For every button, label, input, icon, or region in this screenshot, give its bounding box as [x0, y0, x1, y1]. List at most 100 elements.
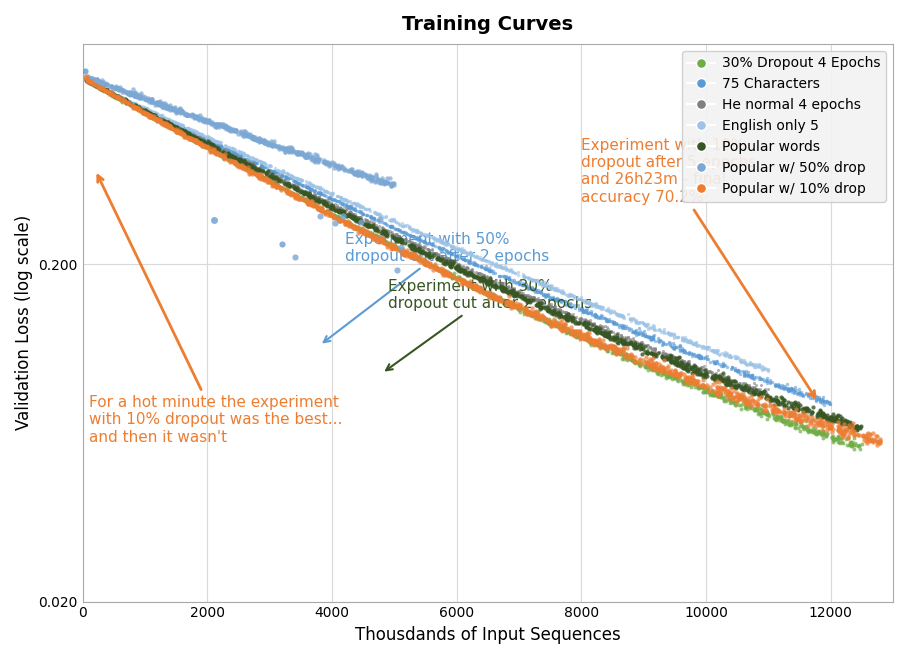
Point — [184, 127, 199, 138]
Point — [535, 309, 549, 320]
Point — [566, 329, 580, 339]
Point — [553, 319, 568, 330]
Point — [311, 192, 325, 202]
Point — [223, 152, 238, 162]
Point — [751, 384, 765, 395]
Point — [250, 169, 264, 179]
Point — [696, 387, 710, 397]
Point — [258, 158, 272, 169]
Point — [301, 196, 316, 207]
Point — [179, 123, 193, 133]
Point — [90, 75, 104, 86]
Point — [232, 161, 247, 171]
Point — [610, 333, 625, 343]
Point — [131, 101, 145, 112]
Point — [474, 254, 489, 265]
Point — [843, 416, 857, 427]
Point — [281, 146, 295, 156]
Point — [531, 312, 546, 322]
Point — [775, 398, 790, 409]
Point — [518, 280, 533, 291]
Point — [374, 236, 389, 246]
Point — [240, 150, 254, 161]
Point — [748, 384, 763, 395]
Point — [723, 388, 737, 399]
Point — [489, 293, 504, 303]
Point — [427, 248, 441, 258]
Point — [265, 179, 280, 189]
Point — [428, 233, 442, 244]
Point — [194, 113, 209, 123]
Point — [218, 119, 232, 130]
Point — [594, 337, 608, 348]
Point — [759, 405, 774, 416]
Point — [149, 114, 163, 125]
Point — [322, 193, 337, 204]
Point — [725, 397, 739, 407]
Point — [742, 397, 756, 408]
Point — [789, 413, 804, 424]
Point — [292, 186, 307, 197]
Point — [109, 90, 123, 101]
Point — [360, 227, 374, 238]
Point — [146, 110, 161, 121]
Point — [294, 175, 309, 186]
Point — [163, 117, 177, 127]
Point — [443, 270, 458, 280]
Point — [338, 216, 352, 227]
Point — [357, 202, 371, 213]
Point — [719, 376, 734, 387]
Point — [831, 432, 845, 442]
Point — [342, 219, 357, 230]
Point — [311, 154, 325, 164]
Point — [172, 127, 186, 138]
Point — [841, 432, 855, 443]
Point — [807, 426, 822, 436]
Point — [305, 185, 320, 195]
Point — [128, 91, 143, 101]
Point — [501, 264, 516, 275]
Point — [489, 293, 503, 304]
Point — [253, 161, 268, 171]
Point — [120, 96, 134, 107]
Point — [492, 293, 507, 303]
Point — [670, 353, 685, 364]
Point — [164, 120, 179, 130]
Point — [257, 173, 271, 183]
Point — [608, 343, 623, 354]
Point — [670, 372, 685, 383]
Point — [484, 274, 498, 285]
Point — [558, 296, 572, 306]
Point — [185, 134, 200, 144]
Point — [215, 147, 230, 158]
Point — [597, 312, 612, 323]
Point — [174, 105, 189, 115]
Point — [191, 130, 205, 140]
Point — [845, 426, 860, 437]
Point — [304, 197, 319, 208]
Point — [759, 376, 774, 386]
Point — [715, 375, 729, 386]
Point — [163, 121, 177, 131]
Point — [304, 190, 319, 201]
Point — [170, 107, 184, 118]
Point — [512, 287, 527, 297]
Point — [469, 269, 484, 279]
Point — [254, 165, 269, 175]
Point — [648, 362, 663, 372]
Point — [231, 129, 245, 140]
Point — [484, 291, 498, 301]
Point — [145, 111, 160, 121]
Point — [167, 117, 182, 127]
Point — [538, 315, 552, 326]
Point — [255, 165, 270, 175]
Point — [169, 123, 183, 133]
Point — [136, 105, 151, 116]
Point — [395, 220, 410, 231]
Point — [353, 225, 368, 235]
Point — [576, 305, 590, 316]
Point — [649, 366, 664, 377]
Point — [419, 230, 434, 241]
Point — [662, 337, 676, 347]
Point — [841, 418, 855, 429]
